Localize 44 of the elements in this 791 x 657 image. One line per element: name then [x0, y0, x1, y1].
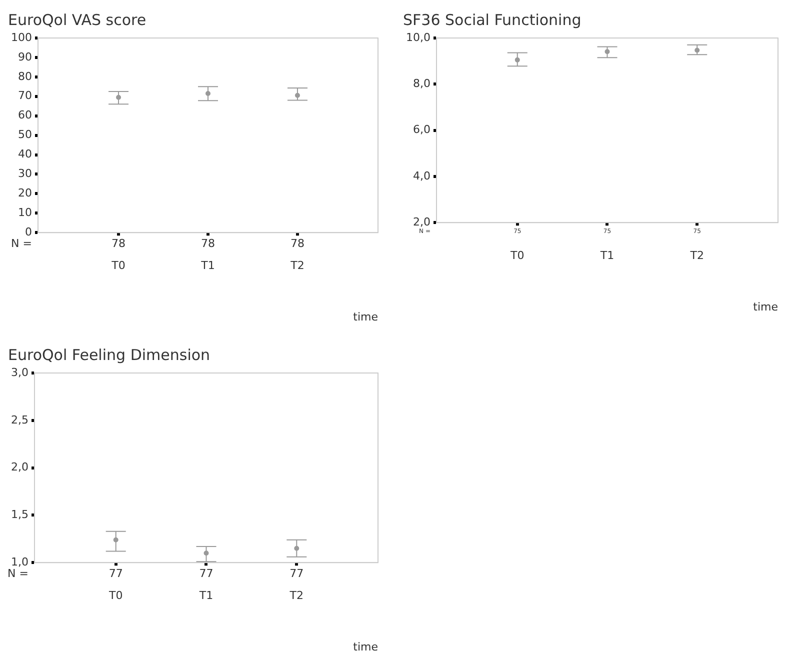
y-tick-label: 1,0 [10, 555, 28, 568]
text: N = [8, 566, 28, 580]
text: 77 [108, 566, 123, 580]
x-tick-label: T0 [510, 249, 524, 262]
y-tick-label: 8,0 [412, 77, 430, 90]
y-tick-label: 6,0 [412, 123, 430, 136]
y-tick-label: 4,0 [412, 169, 430, 182]
x-tick-label: T1 [198, 589, 214, 602]
x-tick-label: T1 [200, 259, 215, 272]
y-tick-label: 3,0 [10, 366, 28, 379]
y-tick-label: 50 [18, 128, 32, 142]
y-tick-label: 20 [18, 186, 32, 200]
x-axis-title: time [353, 310, 378, 324]
text: 78 [201, 236, 215, 250]
x-tick-label: T1 [599, 249, 614, 262]
y-tick-label: 1,5 [10, 508, 28, 522]
y-tick-label: 10,0 [406, 30, 430, 44]
text: 77 [290, 566, 304, 580]
chart-title: SF36 Social Functioning [403, 10, 582, 29]
y-tick-label: 90 [18, 50, 32, 64]
y-tick-label: 70 [18, 89, 32, 102]
y-tick-label: 30 [18, 167, 32, 180]
chart-title: EuroQol VAS score [8, 10, 146, 29]
x-tick-label: T0 [108, 589, 123, 602]
text: 78 [112, 236, 126, 250]
y-tick-label: 100 [10, 30, 32, 44]
x-tick-label: T2 [689, 249, 704, 262]
y-tick-label: 2,0 [10, 460, 28, 474]
y-tick-label: 60 [18, 108, 32, 122]
y-tick-label: 2,5 [10, 413, 28, 426]
chart-title: EuroQol Feeling Dimension [8, 346, 210, 364]
x-axis-title: time [353, 640, 378, 654]
y-tick-label: 0 [24, 225, 32, 238]
y-tick-label: 80 [18, 70, 32, 83]
x-tick-label: T2 [290, 259, 304, 272]
x-tick-label: T0 [110, 259, 126, 272]
y-tick-label: 10 [18, 206, 32, 219]
x-tick-label: T2 [288, 589, 304, 602]
x-axis-title: time [753, 300, 778, 314]
text: 77 [199, 566, 214, 580]
y-tick-label: 2,0 [412, 215, 430, 228]
text: N = [11, 236, 32, 250]
y-tick-label: 40 [18, 148, 32, 161]
text: 78 [290, 236, 304, 250]
